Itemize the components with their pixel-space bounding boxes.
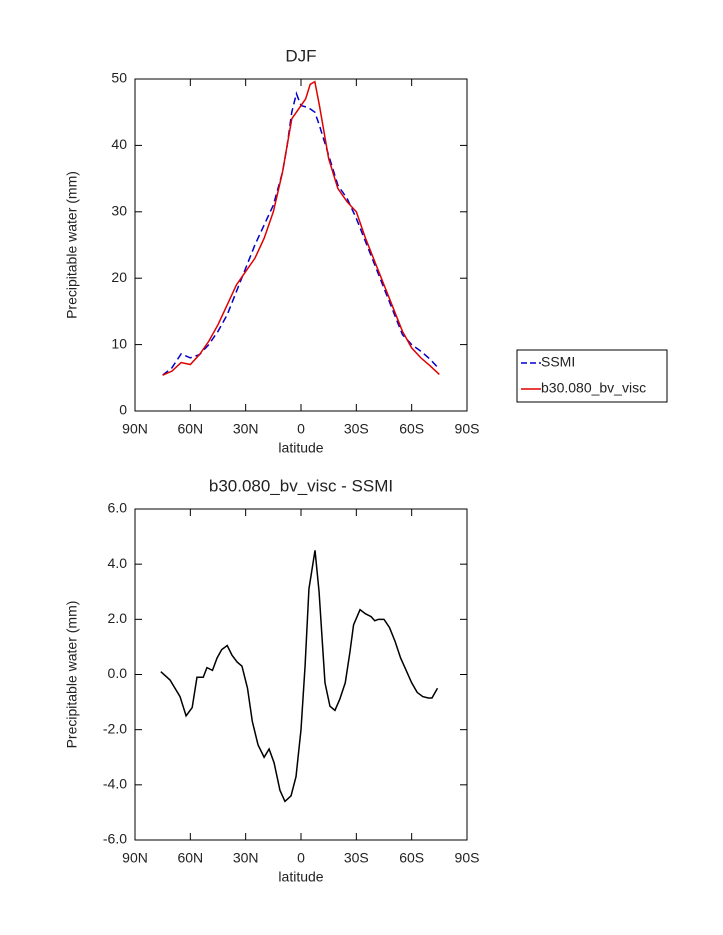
x-tick-label: 60S — [399, 850, 424, 866]
y-tick-label: 50 — [111, 70, 127, 86]
x-tick-label: 90N — [122, 850, 148, 866]
y-tick-label: -6.0 — [103, 831, 127, 847]
y-axis-label: Precipitable water (mm) — [64, 601, 80, 749]
y-axis-label: Precipitable water (mm) — [64, 171, 80, 319]
plot-frame — [134, 78, 468, 412]
chart-title: b30.080_bv_visc - SSMI — [209, 476, 393, 495]
y-tick-label: 20 — [111, 269, 127, 285]
legend-label: SSMI — [541, 354, 575, 370]
y-tick-label: 0 — [119, 402, 127, 418]
data-line — [162, 80, 440, 376]
y-tick-label: 10 — [111, 335, 127, 351]
y-tick-label: -2.0 — [103, 720, 127, 736]
y-tick-label: -4.0 — [103, 776, 127, 792]
x-tick-label: 90N — [122, 421, 148, 437]
y-tick-label: 4.0 — [108, 555, 128, 571]
plot-frame — [134, 508, 468, 841]
x-tick-label: 90S — [455, 850, 480, 866]
x-tick-label: 60N — [177, 421, 203, 437]
x-tick-label: 90S — [455, 421, 480, 437]
legend-box — [516, 349, 668, 403]
x-tick-label: 60S — [399, 421, 424, 437]
x-tick-label: 30N — [233, 850, 259, 866]
x-axis-label: latitude — [278, 440, 323, 456]
x-tick-label: 30S — [344, 421, 369, 437]
x-tick-label: 30N — [233, 421, 259, 437]
legend-label: b30.080_bv_visc — [541, 380, 646, 396]
y-tick-label: 2.0 — [108, 610, 128, 626]
x-tick-label: 0 — [297, 421, 305, 437]
y-tick-label: 40 — [111, 136, 127, 152]
x-tick-label: 0 — [297, 850, 305, 866]
x-tick-label: 60N — [177, 850, 203, 866]
x-axis-label: latitude — [278, 869, 323, 885]
y-tick-label: 6.0 — [108, 500, 128, 516]
chart-title: DJF — [285, 46, 316, 65]
y-tick-label: 0.0 — [108, 665, 128, 681]
data-line — [162, 91, 440, 376]
data-line — [160, 550, 439, 803]
y-tick-label: 30 — [111, 203, 127, 219]
x-tick-label: 30S — [344, 850, 369, 866]
